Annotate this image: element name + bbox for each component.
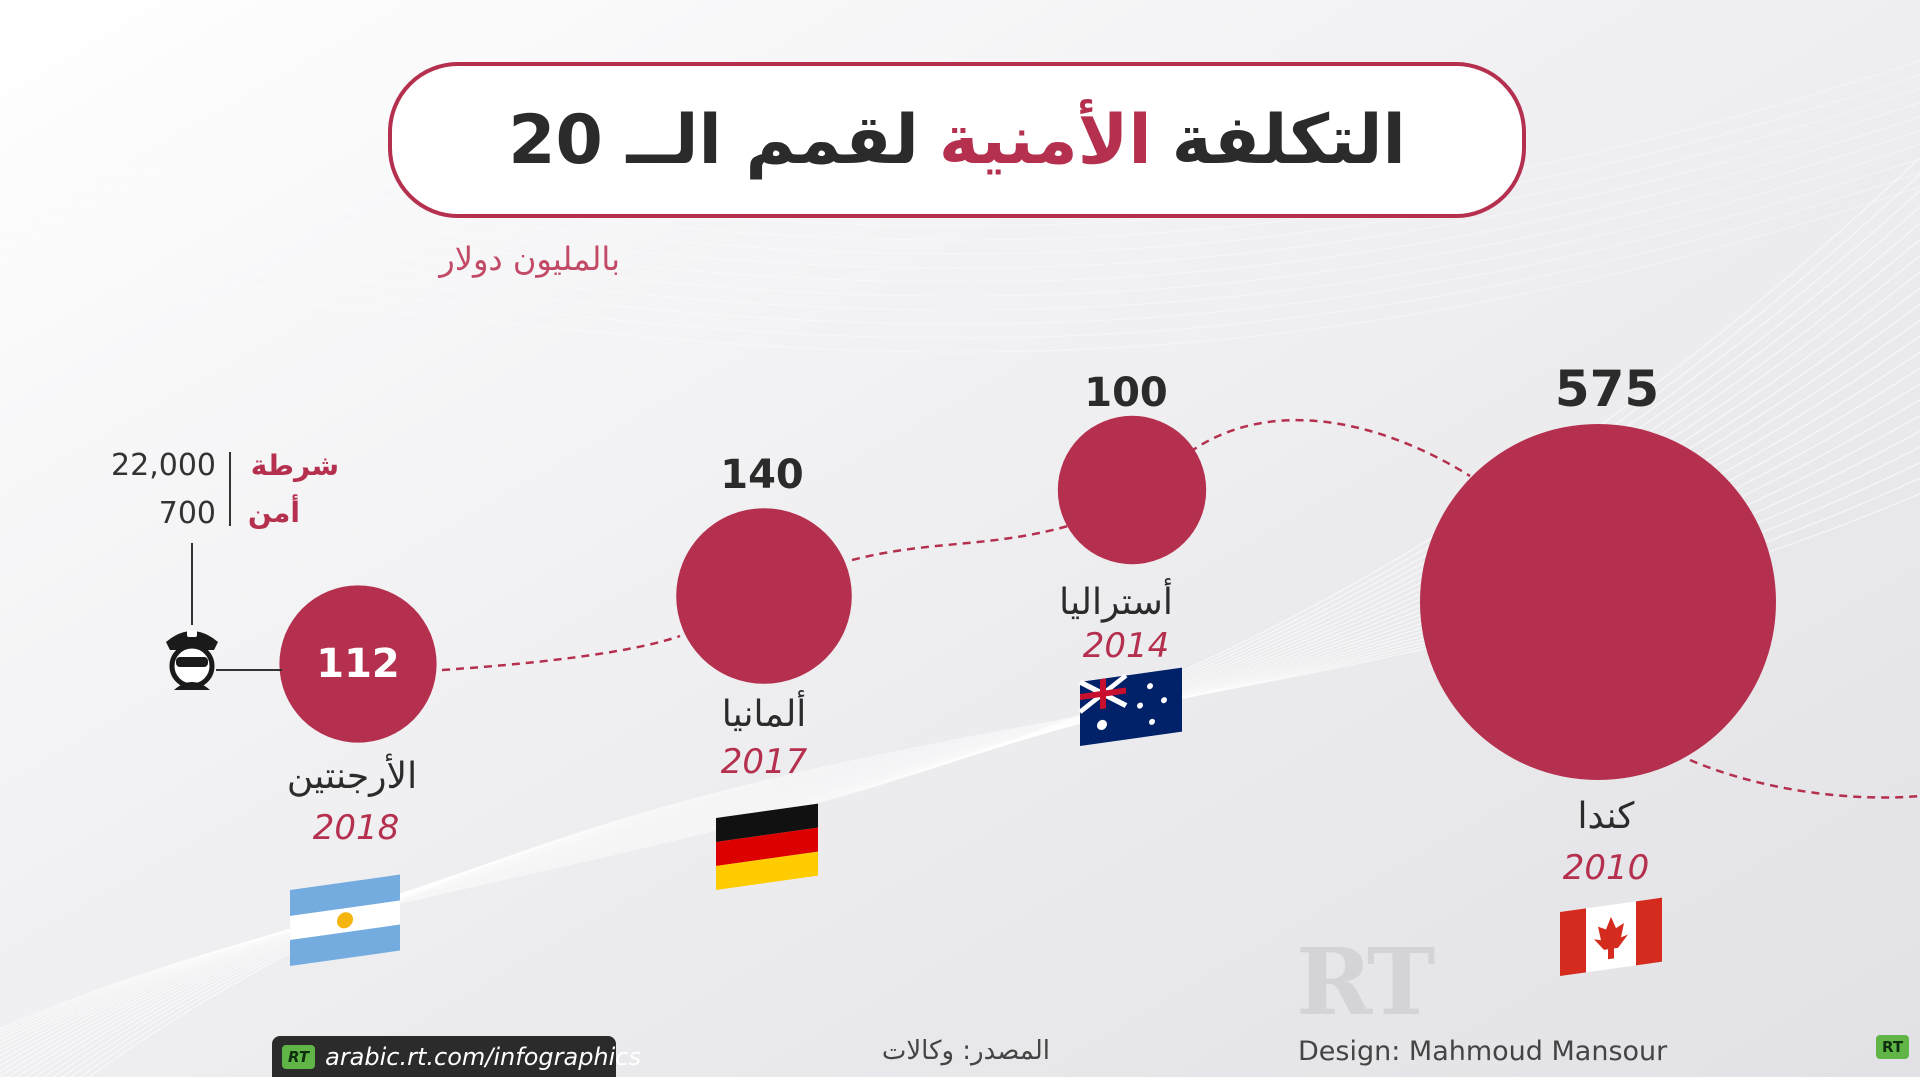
- value-label-australia: 100: [1084, 370, 1168, 416]
- year-label-australia: 2014: [1082, 626, 1170, 666]
- year-label-argentina: 2018: [312, 808, 400, 848]
- bubble-argentina: [279, 585, 437, 743]
- rt-watermark-logo: RT: [1296, 928, 1435, 1036]
- police-officer-icon: [166, 543, 282, 690]
- country-label-australia: أستراليا: [1059, 582, 1173, 623]
- connector-line-2: [851, 524, 1069, 562]
- bubble-australia: [1057, 415, 1207, 565]
- footer-url-bar[interactable]: RT arabic.rt.com/infographics: [272, 1036, 641, 1077]
- value-label-canada: 575: [1554, 360, 1660, 418]
- page-title: التكلفة الأمنية لقمم الــ 20: [388, 62, 1526, 218]
- footer-url-text[interactable]: arabic.rt.com/infographics: [325, 1042, 641, 1071]
- canada-flag-icon: [1560, 897, 1662, 976]
- connector-lines: [441, 418, 1920, 799]
- bubble-germany: [676, 508, 852, 684]
- rt-corner-badge-text: RT: [1876, 1035, 1910, 1059]
- germany-flag-icon: [716, 803, 818, 890]
- title-part-2-accent: الأمنية: [938, 100, 1152, 180]
- argentina-flag-icon: [290, 874, 400, 966]
- stats-divider: [229, 452, 231, 526]
- source-credit: المصدر: وكالات: [881, 1036, 1050, 1066]
- title-part-3: لقمم الــ 20: [508, 100, 919, 180]
- rt-logo-badge: RT: [282, 1044, 316, 1069]
- bubble-canada: [1420, 424, 1776, 780]
- bubbles-layer: [279, 415, 1776, 780]
- connector-line-3: [1189, 418, 1471, 478]
- value-label-germany: 140: [720, 452, 804, 498]
- country-label-canada: كندا: [1577, 796, 1635, 837]
- year-label-germany: 2017: [720, 742, 808, 782]
- police-label: شرطة: [250, 449, 339, 482]
- security-label: أمن: [247, 496, 300, 529]
- value-label-argentina: 112: [316, 641, 400, 687]
- police-count: 22,000: [111, 448, 216, 483]
- australia-flag-icon: [1078, 667, 1182, 746]
- connector-line-1: [441, 634, 681, 672]
- rt-corner-logo: RT: [1876, 1035, 1910, 1059]
- connector-line-4: [1689, 758, 1920, 799]
- design-credit: Design: Mahmoud Mansour: [1298, 1036, 1668, 1067]
- country-label-argentina: الأرجنتين: [286, 756, 418, 797]
- title-part-1: التكلفة: [1171, 100, 1406, 180]
- country-label-germany: ألمانيا: [721, 694, 807, 735]
- unit-subtitle: بالمليون دولار: [439, 240, 620, 278]
- flags-layer: [290, 667, 1662, 976]
- year-label-canada: 2010: [1562, 848, 1650, 888]
- security-count: 700: [158, 496, 216, 531]
